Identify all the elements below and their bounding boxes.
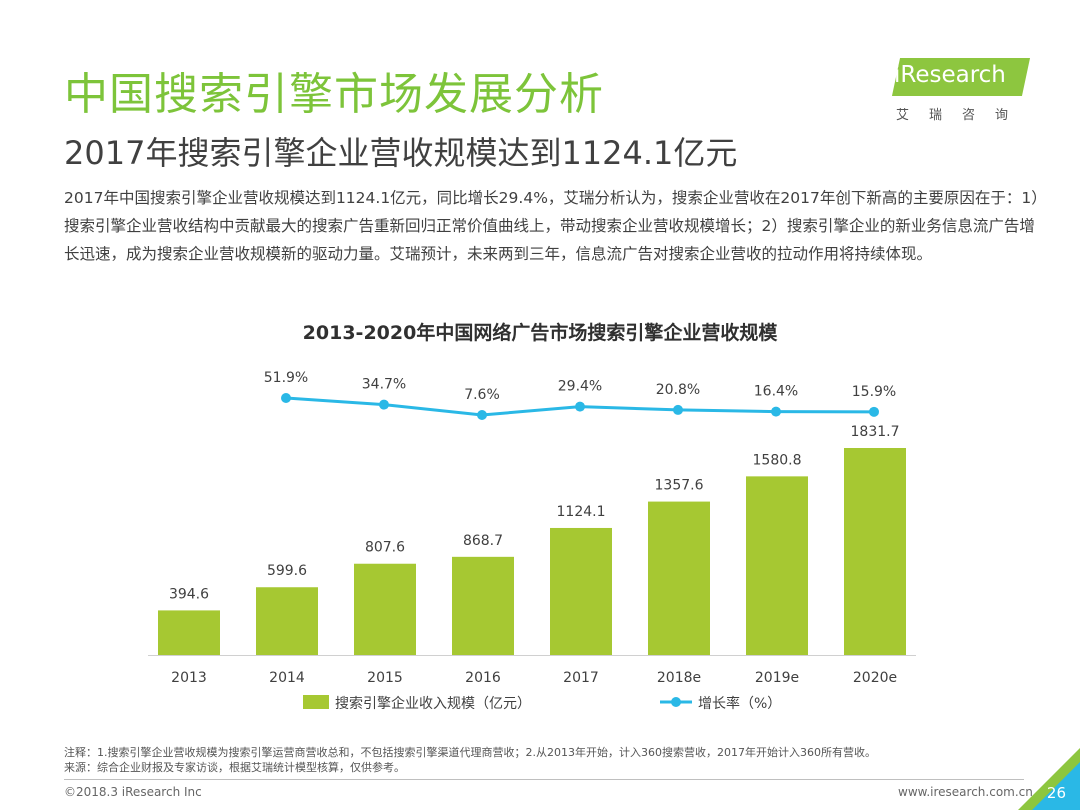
chart-title: 2013-2020年中国网络广告市场搜索引擎企业营收规模 (302, 322, 778, 344)
footer-divider (64, 779, 1024, 780)
bar-2018e (648, 501, 710, 655)
bar-value-label: 1124.1 (557, 504, 606, 520)
x-tick-label: 2016 (465, 670, 501, 686)
x-tick-label: 2019e (755, 670, 799, 686)
logo-brand-text: iResearch (894, 62, 1006, 88)
bar-value-label: 599.6 (267, 563, 307, 579)
page-subtitle: 2017年搜索引擎企业营收规模达到1124.1亿元 (64, 134, 738, 172)
summary-paragraph: 2017年中国搜索引擎企业营收规模达到1124.1亿元，同比增长29.4%，艾瑞… (64, 189, 1039, 263)
growth-point-2016 (477, 410, 487, 420)
growth-point-2019e (771, 406, 781, 417)
bar-2015 (354, 563, 416, 655)
page-title: 中国搜索引擎市场发展分析 (64, 69, 604, 120)
bar-value-label: 868.7 (463, 533, 503, 549)
copyright-text: ©2018.3 iResearch Inc (64, 785, 202, 799)
x-tick-label: 2018e (657, 670, 701, 686)
bar-value-label: 1831.7 (851, 424, 900, 440)
x-tick-label: 2014 (269, 670, 305, 686)
growth-rate-label: 29.4% (558, 379, 602, 395)
bar-2016 (452, 556, 514, 655)
bar-value-label: 394.6 (169, 586, 209, 602)
growth-point-2018e (673, 404, 683, 415)
page-number: 26 (1046, 784, 1066, 802)
x-tick-label: 2013 (171, 670, 207, 686)
bar-2020e (844, 448, 906, 655)
growth-point-2015 (379, 399, 389, 410)
website-link[interactable]: www.iresearch.com.cn (898, 785, 1033, 799)
footnote-source: 来源：综合企业财报及专家访谈，根据艾瑞统计模型核算，仅供参考。 (64, 761, 405, 774)
legend-line-label: 增长率（%） (698, 695, 781, 712)
bar-value-label: 1357.6 (655, 478, 704, 494)
growth-point-2020e (869, 406, 879, 417)
growth-point-2017 (575, 401, 585, 412)
growth-rate-label: 7.6% (464, 387, 500, 403)
bar-2019e (746, 476, 808, 655)
page-corner-decoration (1018, 748, 1080, 810)
growth-rate-label: 34.7% (362, 377, 406, 393)
growth-rate-label: 16.4% (754, 384, 798, 400)
footnote: 注释：1.搜索引擎企业营收规模为搜索引擎运营商营收总和，不包括搜索引擎渠道代理商… (64, 745, 1024, 775)
x-tick-label: 2020e (853, 670, 897, 686)
growth-rate-label: 15.9% (852, 384, 896, 400)
bar-2013 (158, 610, 220, 655)
growth-point-2014 (281, 393, 291, 403)
footnote-note: 注释：1.搜索引擎企业营收规模为搜索引擎运营商营收总和，不包括搜索引擎渠道代理商… (64, 746, 876, 759)
legend-bar-label: 搜索引擎企业收入规模（亿元） (335, 695, 531, 712)
logo-brand-cn: 艾瑞咨询 (896, 108, 1029, 123)
bar-value-label: 807.6 (365, 540, 405, 556)
iresearch-logo: iResearch 艾瑞咨询 (891, 58, 1032, 128)
bar-2014 (256, 587, 318, 655)
legend-line-marker (671, 697, 681, 707)
x-tick-label: 2017 (563, 670, 599, 686)
bar-2017 (550, 527, 612, 655)
growth-rate-label: 51.9% (264, 370, 308, 386)
bar-value-label: 1580.8 (753, 452, 802, 468)
growth-rate-label: 20.8% (656, 382, 700, 398)
legend-bar-swatch (303, 695, 329, 709)
x-tick-label: 2015 (367, 670, 403, 686)
